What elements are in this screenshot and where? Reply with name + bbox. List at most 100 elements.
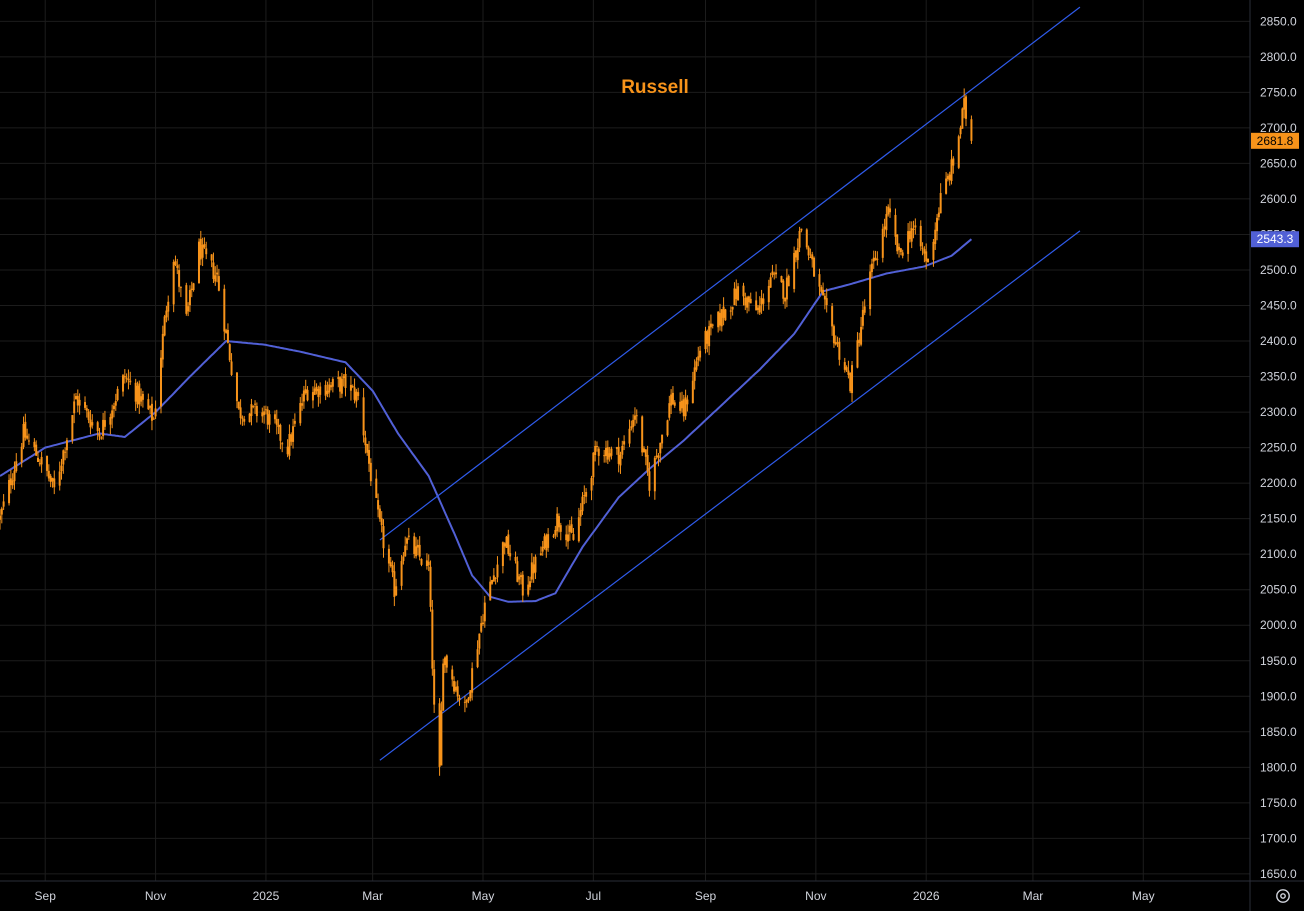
candle-body bbox=[481, 622, 484, 625]
candle-body bbox=[923, 249, 926, 254]
candle-body bbox=[516, 561, 519, 582]
candle-body bbox=[889, 208, 892, 213]
candle-body bbox=[543, 536, 546, 548]
candle-body bbox=[603, 455, 606, 457]
candle-body bbox=[40, 456, 43, 465]
candle-body bbox=[872, 257, 875, 262]
candle-body bbox=[691, 380, 694, 404]
candle-body bbox=[216, 272, 219, 275]
candle-body bbox=[630, 426, 633, 429]
channel-line-lower[interactable] bbox=[379, 230, 1081, 761]
price-tags: 2681.8 2543.3 bbox=[1251, 132, 1299, 248]
candle-body bbox=[556, 513, 559, 532]
last-price-tag-label: 2681.8 bbox=[1257, 134, 1294, 148]
candle-body bbox=[547, 534, 550, 548]
y-tick-label: 2850.0 bbox=[1260, 14, 1297, 28]
y-tick-label: 2700.0 bbox=[1260, 121, 1297, 135]
x-tick-label: Mar bbox=[1023, 889, 1044, 903]
candle-body bbox=[507, 534, 510, 554]
candle-body bbox=[433, 669, 436, 705]
candle-body bbox=[809, 257, 812, 259]
candle-body bbox=[758, 305, 761, 313]
candle-body bbox=[8, 480, 11, 504]
trend-channel[interactable] bbox=[379, 6, 1081, 761]
candle-body bbox=[366, 443, 369, 453]
candle-body bbox=[431, 609, 434, 669]
candle-body bbox=[362, 397, 365, 436]
candle-body bbox=[141, 393, 144, 400]
candle-body bbox=[534, 556, 537, 573]
candle-body bbox=[369, 462, 372, 482]
candle-body bbox=[0, 515, 1, 520]
candle-body bbox=[539, 553, 542, 556]
candle-body bbox=[33, 441, 36, 448]
candle-body bbox=[103, 420, 106, 427]
candle-body bbox=[319, 386, 322, 395]
y-tick-label: 1800.0 bbox=[1260, 760, 1297, 774]
candle-body bbox=[501, 542, 504, 567]
x-tick-label: May bbox=[472, 889, 495, 903]
candle-body bbox=[89, 419, 92, 428]
candle-body bbox=[670, 394, 673, 406]
y-tick-label: 1850.0 bbox=[1260, 725, 1297, 739]
candle-body bbox=[27, 440, 30, 442]
candle-body bbox=[237, 401, 240, 409]
candle-body bbox=[805, 229, 808, 248]
candle-body bbox=[150, 403, 153, 421]
candle-body bbox=[554, 530, 557, 536]
candle-body bbox=[729, 310, 732, 312]
candle-body bbox=[225, 330, 228, 333]
candle-body bbox=[849, 372, 852, 392]
channel-line-upper[interactable] bbox=[379, 6, 1081, 541]
candle-body bbox=[230, 361, 233, 375]
time-axis[interactable]: Sep Nov 2025 Mar May Jul Sep Nov 2026 Mar May bbox=[35, 889, 1155, 903]
candle-body bbox=[633, 415, 636, 420]
candle-body bbox=[583, 494, 586, 497]
candle-body bbox=[545, 534, 548, 551]
candle-body bbox=[416, 544, 419, 548]
candle-body bbox=[823, 295, 826, 300]
candle-body bbox=[939, 192, 942, 214]
candle-body bbox=[123, 376, 126, 378]
candle-body bbox=[330, 385, 333, 388]
candle-body bbox=[279, 424, 282, 441]
candle-body bbox=[648, 471, 651, 491]
candle-body bbox=[51, 477, 54, 482]
candle-body bbox=[697, 356, 700, 361]
candle-body bbox=[843, 362, 846, 370]
candle-body bbox=[927, 258, 930, 263]
y-tick-label: 1750.0 bbox=[1260, 796, 1297, 810]
candle-body bbox=[822, 289, 825, 296]
candle-body bbox=[519, 575, 522, 577]
candle-body bbox=[344, 373, 347, 388]
last-price-tag bbox=[1251, 132, 1299, 149]
chart-settings-button[interactable] bbox=[1272, 885, 1294, 907]
x-tick-label: Jul bbox=[586, 889, 601, 903]
candle-body bbox=[9, 478, 12, 486]
candle-body bbox=[49, 475, 52, 482]
candle-body bbox=[668, 403, 671, 418]
candle-body bbox=[286, 446, 289, 455]
candle-body bbox=[453, 681, 456, 692]
candle-body bbox=[597, 448, 600, 456]
candle-body bbox=[642, 448, 645, 453]
candle-body bbox=[559, 525, 562, 532]
candle-body bbox=[301, 403, 304, 406]
candle-body bbox=[820, 287, 823, 292]
candle-body bbox=[876, 258, 879, 260]
y-tick-label: 1700.0 bbox=[1260, 831, 1297, 845]
candle-body bbox=[572, 534, 575, 540]
candle-body bbox=[129, 380, 132, 383]
candle-body bbox=[961, 108, 964, 129]
candle-body bbox=[261, 412, 264, 417]
candle-body bbox=[771, 271, 774, 275]
price-axis[interactable]: 1650.0 1700.0 1750.0 1800.0 1850.0 1900.0 1950… bbox=[1260, 14, 1297, 881]
y-tick-label: 2400.0 bbox=[1260, 334, 1297, 348]
candle-body bbox=[324, 384, 327, 396]
candle-body bbox=[337, 377, 340, 379]
candle-body bbox=[704, 330, 707, 350]
candle-body bbox=[290, 434, 293, 442]
